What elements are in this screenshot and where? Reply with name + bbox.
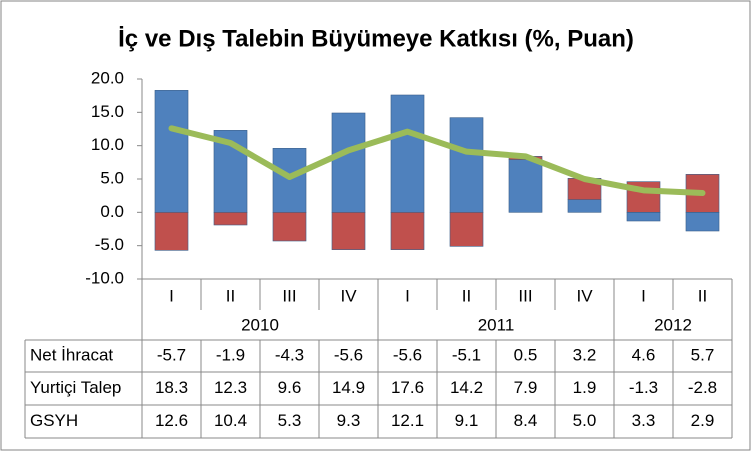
row-label: Yurtiçi Talep bbox=[30, 378, 121, 397]
table-value: 18.3 bbox=[155, 378, 188, 397]
y-tick-label: 10.0 bbox=[91, 135, 124, 154]
table-value: 9.6 bbox=[278, 378, 302, 397]
y-tick-label: 0.0 bbox=[100, 202, 124, 221]
x-tick-label: I bbox=[405, 286, 410, 305]
table-value: 10.4 bbox=[214, 411, 247, 430]
y-tick-label: 20.0 bbox=[91, 68, 124, 87]
x-tick-label: III bbox=[282, 286, 296, 305]
row-label: Net İhracat bbox=[30, 345, 113, 364]
bar bbox=[449, 212, 484, 247]
chart-title: İç ve Dış Talebin Büyümeye Katkısı (%, P… bbox=[118, 25, 634, 52]
table-value: -5.1 bbox=[452, 345, 481, 364]
bar bbox=[685, 212, 720, 232]
year-label: 2010 bbox=[241, 315, 279, 334]
bar bbox=[154, 90, 189, 213]
table-value: 3.2 bbox=[573, 345, 597, 364]
bar bbox=[390, 212, 425, 250]
table-value: 12.1 bbox=[391, 411, 424, 430]
table-value: 14.9 bbox=[332, 378, 365, 397]
table-value: 7.9 bbox=[514, 378, 538, 397]
y-tick-label: 5.0 bbox=[100, 168, 124, 187]
table-value: 12.3 bbox=[214, 378, 247, 397]
bar bbox=[331, 112, 366, 213]
bar bbox=[449, 117, 484, 213]
bar bbox=[626, 212, 661, 222]
x-tick-label: I bbox=[169, 286, 174, 305]
x-tick-label: III bbox=[518, 286, 532, 305]
table-value: 5.7 bbox=[691, 345, 715, 364]
table-value: -5.6 bbox=[393, 345, 422, 364]
x-tick-label: I bbox=[641, 286, 646, 305]
table-value: -4.3 bbox=[275, 345, 304, 364]
table-value: 5.0 bbox=[573, 411, 597, 430]
bar bbox=[272, 212, 307, 242]
year-label: 2011 bbox=[478, 315, 515, 334]
bar bbox=[213, 212, 248, 226]
bar bbox=[390, 94, 425, 213]
row-label: GSYH bbox=[30, 411, 78, 430]
table-value: -5.6 bbox=[334, 345, 363, 364]
bar bbox=[508, 159, 543, 213]
y-tick-label: -10.0 bbox=[85, 268, 124, 287]
x-tick-label: IV bbox=[340, 286, 357, 305]
x-tick-label: II bbox=[226, 286, 235, 305]
table-value: -5.7 bbox=[157, 345, 186, 364]
table-value: 12.6 bbox=[155, 411, 188, 430]
bar bbox=[567, 199, 602, 213]
table-value: 2.9 bbox=[691, 411, 715, 430]
y-tick-label: -5.0 bbox=[95, 235, 124, 254]
x-tick-label: II bbox=[462, 286, 471, 305]
table-value: -1.3 bbox=[629, 378, 658, 397]
table-value: 14.2 bbox=[450, 378, 483, 397]
table-value: -2.8 bbox=[688, 378, 717, 397]
table-value: -1.9 bbox=[216, 345, 245, 364]
bar bbox=[331, 212, 366, 250]
table-value: 9.1 bbox=[455, 411, 479, 430]
table-value: 3.3 bbox=[632, 411, 656, 430]
table-value: 8.4 bbox=[514, 411, 538, 430]
x-tick-label: IV bbox=[576, 286, 593, 305]
table-value: 9.3 bbox=[337, 411, 361, 430]
table-value: 17.6 bbox=[391, 378, 424, 397]
y-tick-label: 15.0 bbox=[91, 102, 124, 121]
x-tick-label: II bbox=[698, 286, 707, 305]
table-value: 5.3 bbox=[278, 411, 302, 430]
bar bbox=[154, 212, 189, 251]
year-label: 2012 bbox=[654, 315, 692, 334]
table-value: 1.9 bbox=[573, 378, 597, 397]
line bbox=[168, 125, 706, 196]
table-value: 0.5 bbox=[514, 345, 538, 364]
bar bbox=[272, 148, 307, 213]
table-value: 4.6 bbox=[632, 345, 656, 364]
